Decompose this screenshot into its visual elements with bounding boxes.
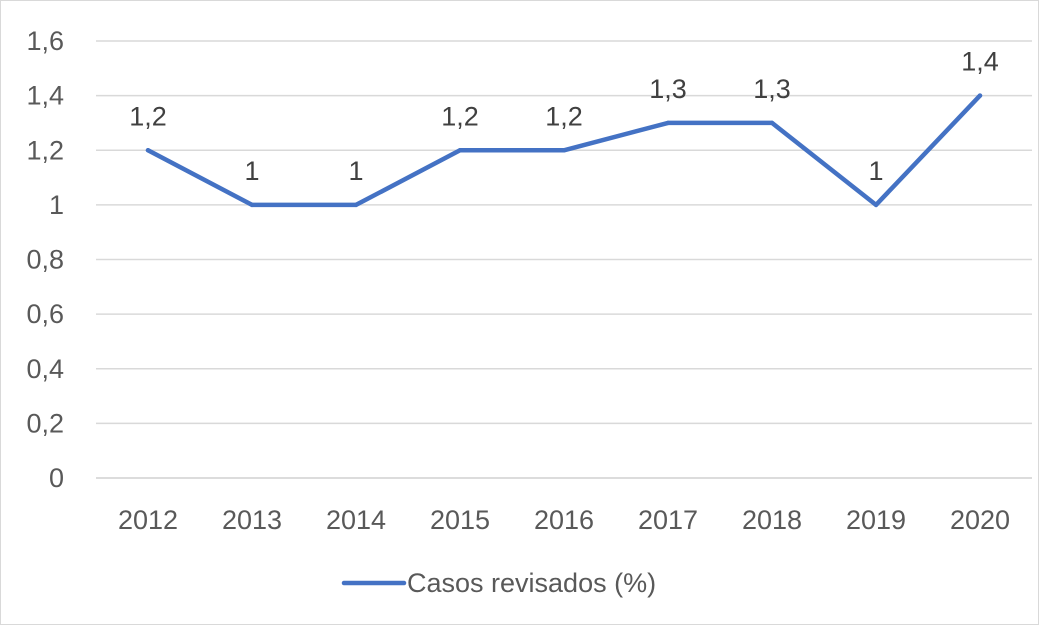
x-tick-label: 2015 [430,505,490,535]
data-label: 1,2 [129,101,167,131]
x-tick-label: 2018 [742,505,802,535]
legend: Casos revisados (%) [341,568,656,598]
data-label: 1,2 [441,101,479,131]
y-tick-label: 0,2 [26,408,64,438]
data-label: 1,3 [753,74,791,104]
data-label: 1,3 [649,74,687,104]
x-tick-label: 2013 [222,505,282,535]
y-tick-label: 0,8 [26,245,64,275]
data-point [873,202,879,208]
data-point [561,148,567,153]
y-tick-label: 1,4 [26,81,64,111]
data-point [249,202,255,208]
y-tick-label: 1 [49,190,64,220]
legend-label: Casos revisados (%) [407,568,656,598]
y-tick-label: 1,2 [26,135,64,165]
y-axis-tick-labels: 0 0,2 0,4 0,6 0,8 1 1,2 1,4 1,6 [26,26,64,493]
x-tick-label: 2012 [118,505,178,535]
data-point [145,148,151,153]
data-point [977,93,983,98]
data-label: 1,4 [961,47,999,77]
x-tick-label: 2014 [326,505,386,535]
y-tick-label: 0,6 [26,299,64,329]
x-tick-label: 2017 [638,505,698,535]
data-label: 1 [244,156,259,186]
data-point [769,120,775,126]
data-point [353,202,359,208]
y-tick-label: 1,6 [26,26,64,56]
data-label: 1,2 [545,101,583,131]
x-tick-label: 2020 [950,505,1010,535]
x-tick-label: 2016 [534,505,594,535]
data-point [665,120,671,126]
data-label: 1 [348,156,363,186]
series-layer [145,93,983,208]
data-labels: 1,2 1 1 1,2 1,2 1,3 1,3 1 1,4 [129,47,999,186]
y-tick-label: 0 [49,463,64,493]
x-tick-label: 2019 [846,505,906,535]
y-tick-label: 0,4 [26,354,64,384]
x-axis-tick-labels: 2012 2013 2014 2015 2016 2017 2018 2019 2020 [118,505,1010,535]
data-label: 1 [868,156,883,186]
data-point [457,148,463,153]
